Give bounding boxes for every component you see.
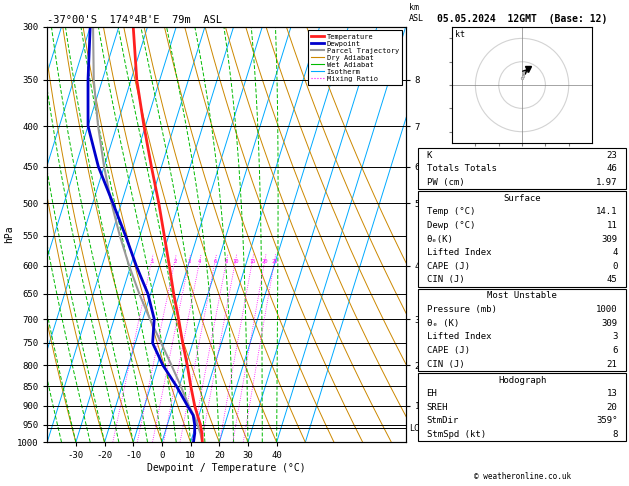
Text: Hodograph: Hodograph [498,376,546,384]
Text: 1: 1 [150,259,153,264]
Text: 359°: 359° [596,417,618,425]
Text: Surface: Surface [503,194,541,203]
Text: 3: 3 [187,259,191,264]
Text: -37°00'S  174°4B'E  79m  ASL: -37°00'S 174°4B'E 79m ASL [47,15,222,25]
Text: 20: 20 [607,403,618,412]
Text: 20: 20 [262,259,268,264]
Text: SREH: SREH [426,403,448,412]
Text: Lifted Index: Lifted Index [426,248,491,257]
Legend: Temperature, Dewpoint, Parcel Trajectory, Dry Adiabat, Wet Adiabat, Isotherm, Mi: Temperature, Dewpoint, Parcel Trajectory… [308,30,402,86]
Text: 15: 15 [249,259,255,264]
Text: 8: 8 [225,259,228,264]
FancyBboxPatch shape [418,191,626,287]
Text: Pressure (mb): Pressure (mb) [426,305,496,314]
Text: 14.1: 14.1 [596,208,618,216]
Text: 4: 4 [198,259,201,264]
Text: LCL: LCL [409,424,425,433]
Text: 1.97: 1.97 [596,178,618,187]
Text: 05.05.2024  12GMT  (Base: 12): 05.05.2024 12GMT (Base: 12) [437,14,607,24]
Text: 2: 2 [173,259,176,264]
Text: 3: 3 [612,332,618,341]
Text: K: K [426,151,432,159]
Text: 1000: 1000 [596,305,618,314]
Text: 23: 23 [607,151,618,159]
Text: 309: 309 [601,319,618,328]
Text: km
ASL: km ASL [409,3,425,22]
Text: Totals Totals: Totals Totals [426,164,496,173]
Text: Dewp (°C): Dewp (°C) [426,221,475,230]
Text: 11: 11 [607,221,618,230]
Text: 6: 6 [213,259,216,264]
X-axis label: Dewpoint / Temperature (°C): Dewpoint / Temperature (°C) [147,463,306,473]
Text: © weatheronline.co.uk: © weatheronline.co.uk [474,472,571,481]
Text: 6: 6 [612,346,618,355]
Text: kt: kt [455,30,465,39]
FancyBboxPatch shape [418,373,626,441]
Text: CIN (J): CIN (J) [426,276,464,284]
Text: θₑ(K): θₑ(K) [426,235,454,243]
Text: CAPE (J): CAPE (J) [426,346,470,355]
Text: Temp (°C): Temp (°C) [426,208,475,216]
Text: 45: 45 [607,276,618,284]
Text: 25: 25 [271,259,278,264]
Text: 21: 21 [607,360,618,368]
Text: Most Unstable: Most Unstable [487,292,557,300]
Text: 8: 8 [612,430,618,439]
Text: StmSpd (kt): StmSpd (kt) [426,430,486,439]
Text: 46: 46 [607,164,618,173]
Text: EH: EH [426,389,437,398]
Text: StmDir: StmDir [426,417,459,425]
Text: 0: 0 [612,262,618,271]
Text: CIN (J): CIN (J) [426,360,464,368]
FancyBboxPatch shape [418,148,626,189]
Text: 10: 10 [232,259,238,264]
Text: 13: 13 [607,389,618,398]
Y-axis label: hPa: hPa [4,226,14,243]
Text: θₑ (K): θₑ (K) [426,319,459,328]
FancyBboxPatch shape [418,289,626,371]
Text: 4: 4 [612,248,618,257]
Text: Mixing Ratio (g/kg): Mixing Ratio (g/kg) [421,183,430,286]
Text: 309: 309 [601,235,618,243]
Text: CAPE (J): CAPE (J) [426,262,470,271]
Text: PW (cm): PW (cm) [426,178,464,187]
Text: Lifted Index: Lifted Index [426,332,491,341]
